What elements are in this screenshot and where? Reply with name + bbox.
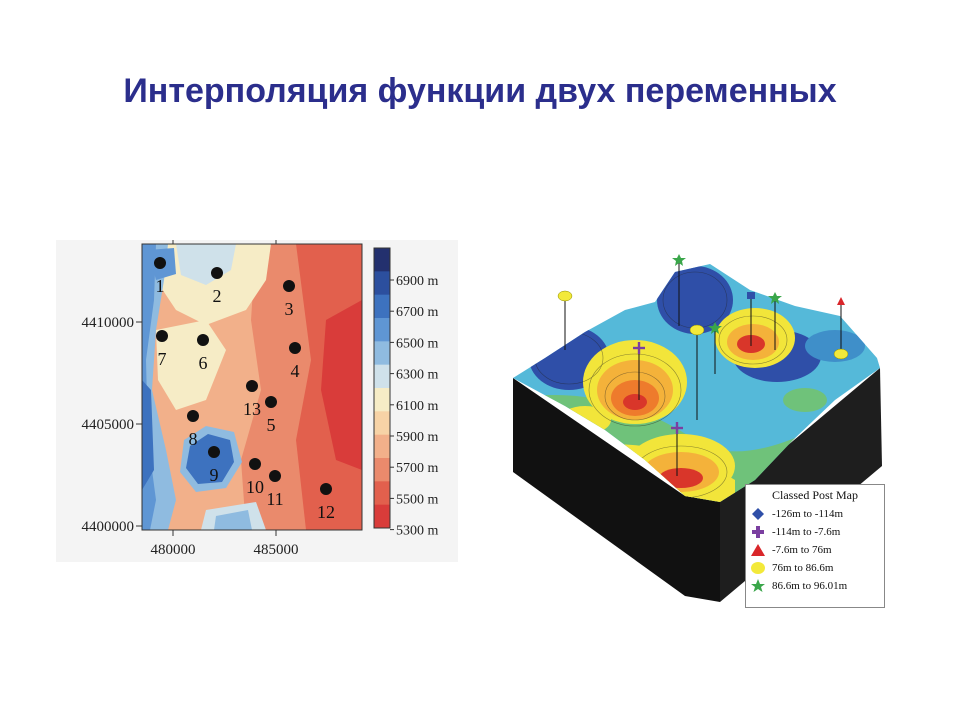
- colorbar-swatch: [374, 434, 390, 459]
- colorbar-swatch: [374, 294, 390, 319]
- legend-item-label: -114m to -7.6m: [772, 526, 841, 538]
- x-tick-label: 485000: [254, 542, 299, 558]
- legend-item-label: 86.6m to 96.01m: [772, 580, 848, 592]
- legend-item: -7.6m to 76m: [746, 541, 884, 559]
- sample-point-marker: [156, 330, 168, 342]
- triangle-icon: [751, 544, 765, 556]
- post-star-green: [708, 322, 722, 334]
- sample-point-label: 9: [210, 465, 219, 485]
- colorbar: [373, 247, 391, 529]
- legend-title: Classed Post Map: [771, 488, 858, 502]
- colorbar-swatch: [374, 481, 390, 506]
- post-circle-yellow: [689, 324, 705, 336]
- colorbar-swatch: [374, 504, 390, 529]
- legend-item-label: 76m to 86.6m: [772, 562, 834, 574]
- sample-point-marker: [246, 380, 258, 392]
- colorbar-label: 6900 m: [396, 274, 439, 289]
- surface-3d-map: [513, 254, 882, 602]
- sample-point-marker: [197, 334, 209, 346]
- y-tick-label: 4400000: [82, 519, 135, 535]
- sample-point-marker: [265, 396, 277, 408]
- sample-point-label: 4: [291, 361, 300, 381]
- slide-title: Интерполяция функции двух переменных: [123, 72, 837, 110]
- colorbar-label: 5500 m: [396, 492, 439, 507]
- sample-point-label: 10: [246, 477, 264, 497]
- sample-point-label: 2: [213, 286, 222, 306]
- y-tick-label: 4410000: [82, 315, 135, 331]
- sample-point-marker: [283, 280, 295, 292]
- post-markers: [564, 260, 842, 476]
- legend-item: -126m to -114m: [746, 505, 884, 523]
- sample-point-marker: [320, 483, 332, 495]
- colorbar-swatch: [374, 341, 390, 366]
- sample-point-marker: [154, 257, 166, 269]
- block-side-left: [513, 378, 720, 602]
- post-triangle-red: [837, 297, 845, 305]
- post-plus-purple: [633, 342, 683, 434]
- circle-icon: [751, 562, 765, 574]
- colorbar-swatch: [374, 271, 390, 296]
- colorbar-label: 5700 m: [396, 461, 439, 476]
- sample-point-label: 13: [243, 399, 261, 419]
- sample-point-label: 11: [266, 489, 283, 509]
- sample-point-marker: [249, 458, 261, 470]
- star-icon: [751, 579, 765, 592]
- colorbar-labels: 6900 m 6700 m 6500 m 6300 m 6100 m 5900 m 5700…: [390, 274, 439, 539]
- colorbar-label: 5300 m: [396, 524, 439, 539]
- legend-item: -114m to -7.6m: [746, 523, 884, 541]
- colorbar-swatch: [374, 388, 390, 412]
- colorbar-swatch: [374, 248, 390, 272]
- colorbar-label: 6500 m: [396, 336, 439, 351]
- colorbar-label: 6300 m: [396, 368, 439, 383]
- sample-point-label: 12: [317, 502, 335, 522]
- sample-point-marker: [289, 342, 301, 354]
- sample-point-marker: [208, 446, 220, 458]
- classed-post-map-legend: Classed Post Map -126m to -114m -114m to…: [745, 484, 885, 608]
- y-tick-label: 4405000: [82, 417, 135, 433]
- x-tick-label: 480000: [151, 542, 196, 558]
- legend-item-label: -126m to -114m: [772, 508, 844, 520]
- colorbar-swatch: [374, 458, 390, 482]
- sample-point-label: 5: [267, 415, 276, 435]
- sample-point-marker: [187, 410, 199, 422]
- sample-point-marker: [269, 470, 281, 482]
- colorbar-label: 6700 m: [396, 305, 439, 320]
- colorbar-label: 5900 m: [396, 430, 439, 445]
- colorbar-swatch: [374, 364, 390, 389]
- colorbar-swatch: [374, 318, 390, 342]
- plus-icon: [752, 526, 764, 538]
- colorbar-swatch: [374, 411, 390, 436]
- sample-point-label: 6: [199, 353, 208, 373]
- sample-point-label: 8: [189, 429, 198, 449]
- post-circle-yellow: [557, 290, 573, 302]
- legend-item: 86.6m to 96.01m: [746, 577, 884, 595]
- colorbar-label: 6100 m: [396, 399, 439, 414]
- post-diamond-blue: [747, 292, 755, 299]
- post-star-green: [672, 254, 686, 266]
- legend-item-label: -7.6m to 76m: [772, 544, 832, 556]
- post-star-green: [768, 292, 782, 304]
- legend-item: 76m to 86.6m: [746, 559, 884, 577]
- sample-point-label: 7: [158, 349, 167, 369]
- axis-ticks: [136, 238, 277, 536]
- post-circle-yellow: [833, 348, 849, 360]
- sample-point-label: 1: [156, 276, 165, 296]
- diamond-icon: [752, 508, 764, 520]
- sample-point-marker: [211, 267, 223, 279]
- colorbar-frame: [373, 247, 391, 529]
- sample-point-label: 3: [285, 299, 294, 319]
